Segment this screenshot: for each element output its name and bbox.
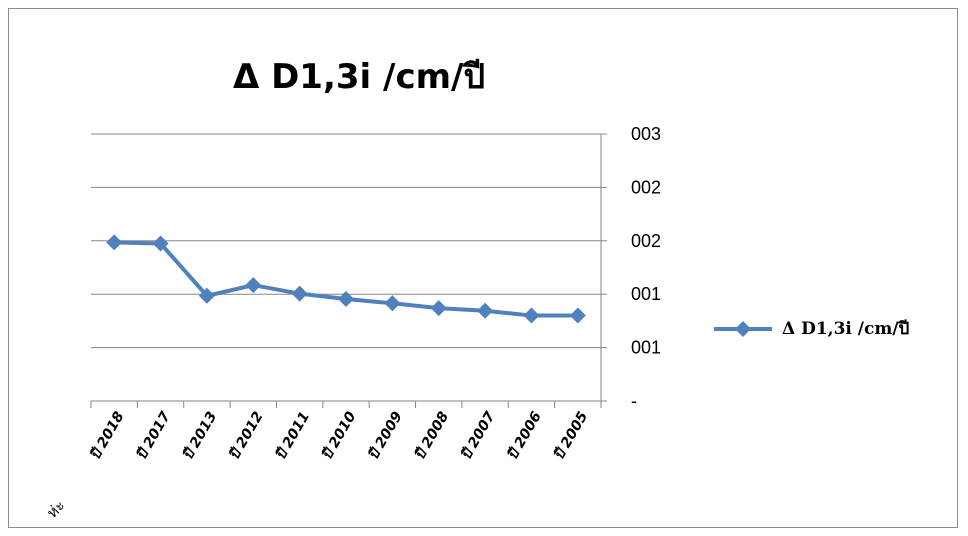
x-tick-label: ปี 2009: [365, 408, 406, 462]
data-point-marker: [198, 287, 215, 304]
x-tick-label: ปี 2012: [226, 409, 267, 463]
chart-area: -001 001 002 002 003 ปี 2018 ปี 2017 ปี 2013 ปี…: [8, 8, 958, 528]
y-tick-label: 002: [631, 177, 661, 197]
data-point-marker: [291, 285, 308, 302]
x-tick-label: ปี 2007: [457, 408, 498, 462]
y-tick-label: 002: [631, 231, 661, 251]
x-tick-label: ปี 2006: [504, 408, 545, 462]
x-tick-label: ปี 2013: [179, 409, 220, 463]
data-point-marker: [569, 307, 586, 324]
y-tick-label: -: [631, 391, 637, 411]
x-tick-label: ปี 2010: [318, 408, 359, 462]
legend-entry-label: Δ D1,3i /cm/ปี: [782, 319, 910, 339]
legend-line-marker: [714, 320, 772, 337]
y-tick-label: 001: [631, 338, 661, 358]
data-point-marker: [477, 302, 494, 319]
data-point-marker: [338, 291, 354, 308]
y-tick-label: 001: [631, 284, 661, 304]
corner-label: ห่ะ: [43, 496, 68, 521]
x-tick-label: ปี 2017: [133, 408, 174, 462]
data-point-marker: [523, 307, 540, 324]
data-point-marker: [152, 235, 169, 252]
data-point-marker: [384, 295, 401, 312]
data-point-marker: [430, 300, 447, 317]
legend: Δ D1,3i /cm/ปี: [714, 315, 909, 342]
y-tick-label: 003: [631, 124, 661, 144]
x-tick-label: ปี 2005: [550, 408, 591, 462]
x-tick-label: ปี 2018: [87, 408, 128, 462]
x-tick-label: ปี 2011: [272, 409, 313, 463]
data-point-marker: [106, 234, 123, 251]
x-tick-label: ปี 2008: [411, 408, 452, 462]
data-point-marker: [245, 277, 262, 294]
chart-title: Δ D1,3i /cm/ปี: [232, 57, 486, 97]
